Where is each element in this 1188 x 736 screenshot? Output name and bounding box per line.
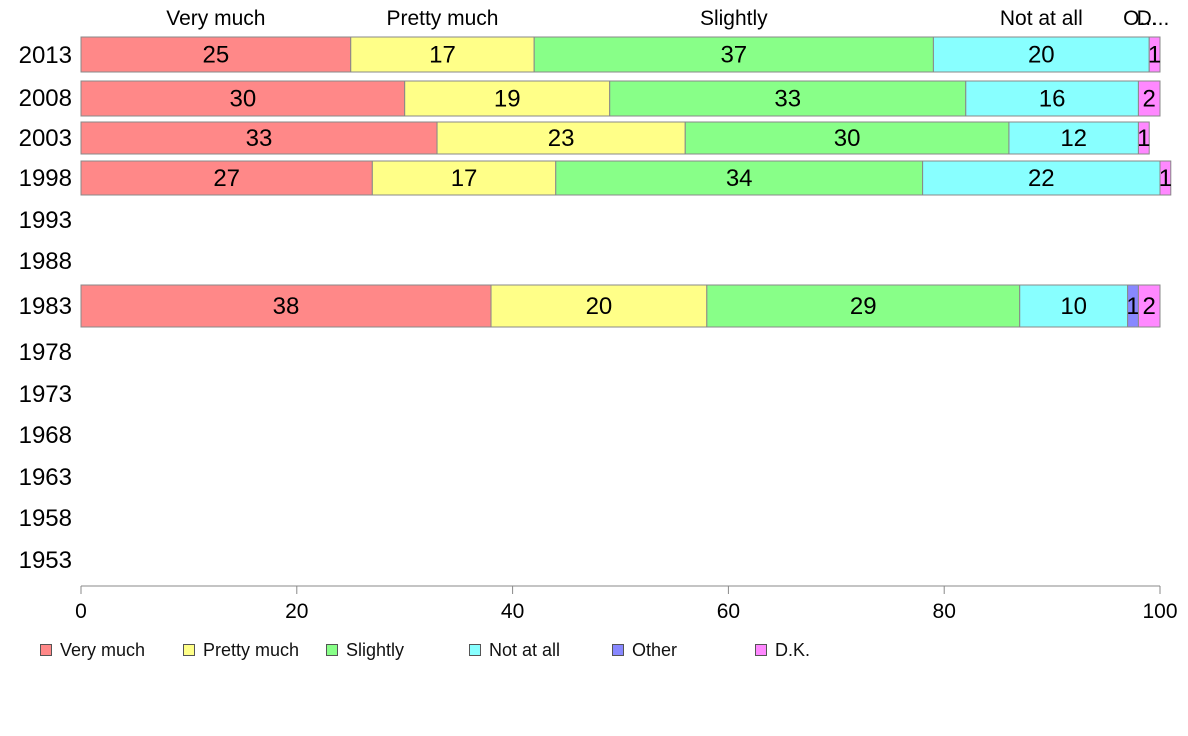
bar-1983-very-much [80, 284, 492, 328]
legend-swatch [469, 644, 481, 656]
data-label-2013-pretty-much: 17 [429, 42, 456, 69]
legend-item-slightly: Slightly [326, 639, 404, 661]
x-tick-label-40: 40 [501, 600, 524, 623]
data-label-2013-very-much: 25 [203, 42, 230, 69]
bar-2008-pretty-much [404, 80, 611, 117]
data-label-2003-very-much: 33 [246, 125, 273, 152]
bar-1998-slightly [555, 160, 924, 196]
legend-label: Not at all [489, 639, 561, 660]
legend-item-pretty-much: Pretty much [183, 639, 299, 661]
year-label-1978: 1978 [19, 339, 72, 366]
x-tick-label-100: 100 [1142, 600, 1177, 623]
legend-item-not-at-all: Not at all [469, 639, 560, 661]
year-label-1953: 1953 [19, 547, 72, 574]
year-label-1963: 1963 [19, 464, 72, 491]
legend-swatch [755, 644, 767, 656]
data-label-1983-slightly: 29 [850, 293, 877, 320]
bar-2008-slightly [609, 80, 967, 117]
year-label-1993: 1993 [19, 207, 72, 234]
data-label-1998-pretty-much: 17 [451, 165, 478, 192]
top-label-4: O... [1123, 7, 1157, 30]
bar-1983-d-k- [1137, 284, 1161, 328]
top-label-3: Not at all [1000, 7, 1083, 30]
bar-1998-not-at-all [922, 160, 1161, 196]
bar-2008-not-at-all [965, 80, 1139, 117]
data-label-1998-slightly: 34 [726, 165, 753, 192]
data-label-2013-d-k-: 1 [1148, 42, 1161, 69]
legend-label: Other [632, 639, 678, 660]
data-label-2013-not-at-all: 20 [1028, 42, 1055, 69]
data-label-1983-pretty-much: 20 [586, 293, 613, 320]
year-label-1983: 1983 [19, 293, 72, 320]
legend-item-d-k-: D.K. [755, 639, 810, 661]
data-label-2013-slightly: 37 [720, 42, 747, 69]
data-label-2008-pretty-much: 19 [494, 86, 521, 113]
x-axis: 0 20 40 60 80 100 [75, 585, 1178, 623]
data-label-1983-not-at-all: 10 [1060, 293, 1087, 320]
legend-swatch [40, 644, 52, 656]
bar-2003-slightly [684, 121, 1010, 155]
legend-swatch [326, 644, 338, 656]
data-label-1983-d-k-: 2 [1143, 293, 1156, 320]
data-label-1998-very-much: 27 [213, 165, 240, 192]
data-label-2008-d-k-: 2 [1143, 86, 1156, 113]
year-label-2008: 2008 [19, 85, 72, 112]
top-label-5: D... [1137, 7, 1170, 30]
data-label-1998-d-k-: 1 [1159, 165, 1172, 192]
data-label-2003-pretty-much: 23 [548, 125, 575, 152]
x-tick-label-20: 20 [285, 600, 308, 623]
bar-2003-very-much [80, 121, 438, 155]
bar-2013-pretty-much [350, 36, 535, 73]
legend-label: D.K. [775, 639, 811, 660]
bar-2003-pretty-much [436, 121, 686, 155]
x-tick-label-60: 60 [717, 600, 740, 623]
top-label-2: Slightly [700, 7, 768, 30]
legend-swatch [183, 644, 195, 656]
year-label-2013: 2013 [19, 42, 72, 69]
legend-label: Pretty much [203, 639, 300, 660]
top-category-labels: Very much Pretty much Slightly Not at all O.… [166, 7, 1169, 30]
data-label-2008-not-at-all: 16 [1039, 86, 1066, 113]
data-label-2008-very-much: 30 [229, 86, 256, 113]
bar-1983-pretty-much [490, 284, 708, 328]
top-label-1: Pretty much [386, 7, 498, 30]
data-label-1983-very-much: 38 [273, 293, 300, 320]
legend-label: Very much [60, 639, 146, 660]
bar-1983-slightly [706, 284, 1021, 328]
data-label-2003-slightly: 30 [834, 125, 861, 152]
legend-item-other: Other [612, 639, 677, 661]
data-label-1983-other: 1 [1126, 293, 1139, 320]
bar-2013-d-k- [1148, 36, 1161, 73]
bar-2008-very-much [80, 80, 406, 117]
top-label-0: Very much [166, 7, 265, 30]
legend-item-very-much: Very much [40, 639, 145, 661]
bar-1998-d-k- [1159, 160, 1172, 196]
bar-1998-pretty-much [371, 160, 557, 196]
data-label-2003-d-k-: 1 [1137, 125, 1150, 152]
x-tick-label-80: 80 [933, 600, 956, 623]
year-label-2003: 2003 [19, 125, 72, 152]
bar-2003-d-k- [1137, 121, 1150, 155]
year-label-1973: 1973 [19, 381, 72, 408]
bars: 25 17 37 20 130 19 33 16 233 23 30 12 127 17 34 22 138 20… [80, 36, 1172, 328]
bar-1998-very-much [80, 160, 373, 196]
legend-label: Slightly [346, 639, 405, 660]
data-label-2003-not-at-all: 12 [1060, 125, 1087, 152]
data-label-2008-slightly: 33 [774, 86, 801, 113]
bar-2008-d-k- [1137, 80, 1161, 117]
year-label-1998: 1998 [19, 165, 72, 192]
year-axis-labels: 2013 2008 2003 1998 1993 1988 1983 1978 1973 1968… [19, 42, 72, 574]
year-label-1958: 1958 [19, 505, 72, 532]
x-tick-label-0: 0 [75, 600, 87, 623]
legend-swatch [612, 644, 624, 656]
year-label-1968: 1968 [19, 422, 72, 449]
legend: Very much Pretty much Slightly Not at all Ot… [40, 639, 940, 663]
year-label-1988: 1988 [19, 248, 72, 275]
data-label-1998-not-at-all: 22 [1028, 165, 1055, 192]
